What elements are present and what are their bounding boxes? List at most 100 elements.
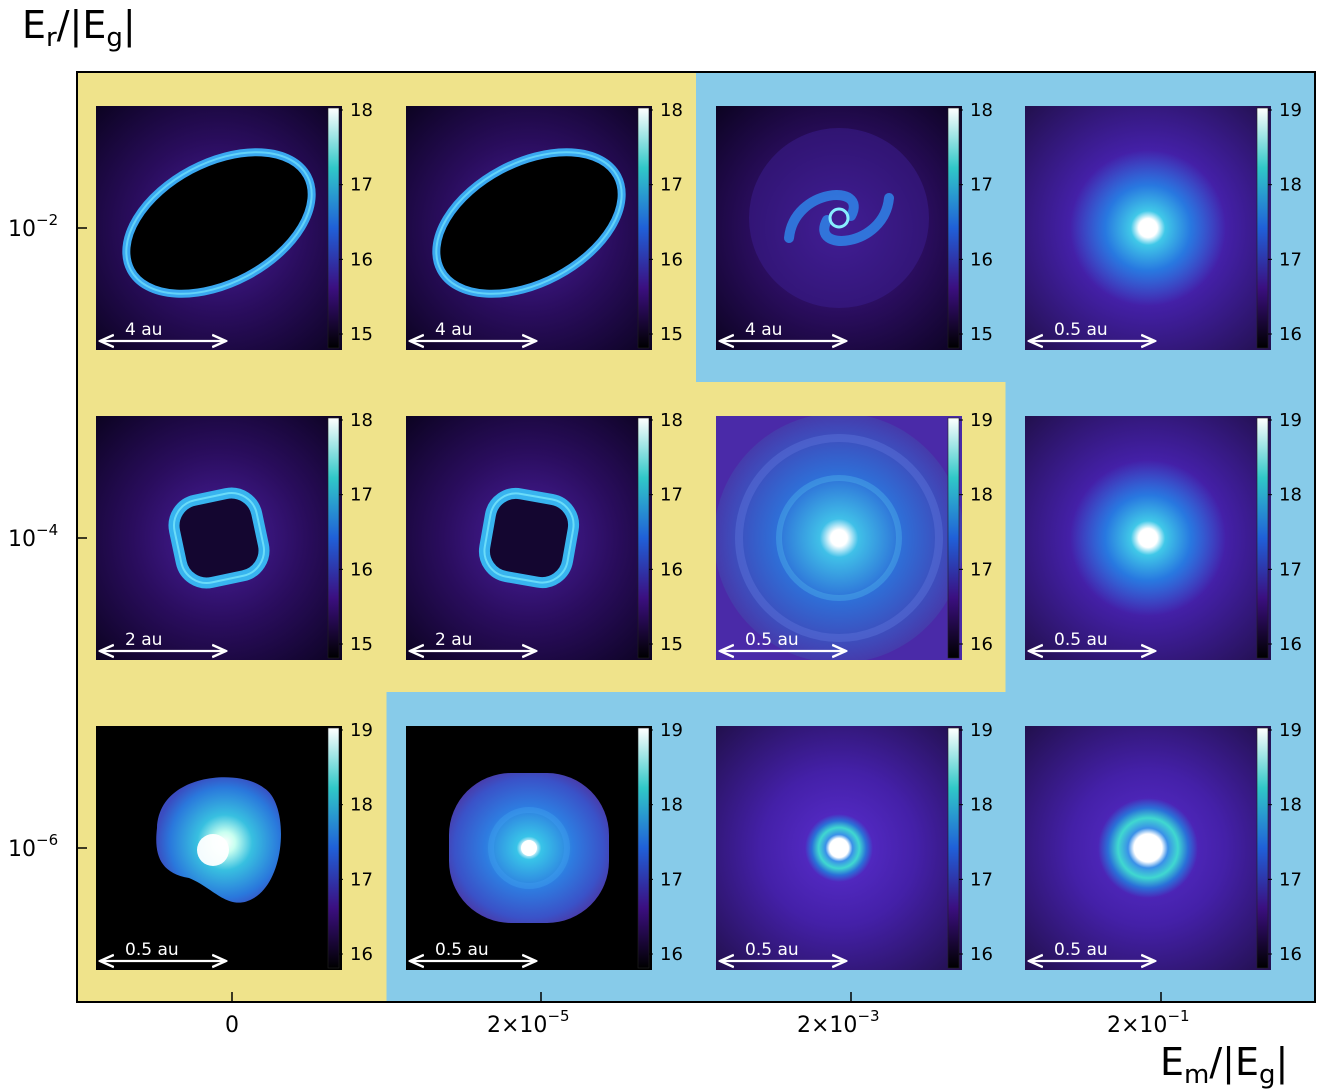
colorbar-tick-label: 17 xyxy=(660,869,683,890)
colorbar: 19 18 17 16 xyxy=(947,720,993,969)
scale-bar: 4 au xyxy=(720,320,846,341)
scale-label: 0.5 au xyxy=(1054,320,1108,340)
colorbar-tick-label: 16 xyxy=(1279,944,1302,965)
density-map xyxy=(406,106,652,350)
colorbar-tick-label: 17 xyxy=(660,485,683,506)
colorbar-tick-label: 17 xyxy=(1279,249,1302,270)
scale-label: 0.5 au xyxy=(1054,940,1108,960)
colorbar-tick-label: 17 xyxy=(970,869,993,890)
y-tick-0: 10−2 xyxy=(8,211,87,242)
x-tick-1: 2×10−5 xyxy=(487,992,570,1038)
colorbar-tick-label: 16 xyxy=(350,249,373,270)
colorbar: 19 18 17 16 xyxy=(1256,100,1302,349)
panel-r1-c0: 2 au 18 17 16 15 xyxy=(96,410,373,660)
panel-r0-c1: 4 au 18 17 16 15 xyxy=(406,100,683,350)
colorbar: 19 18 17 16 xyxy=(947,410,993,659)
density-map xyxy=(96,106,342,350)
colorbar-tick-label: 18 xyxy=(660,410,683,431)
svg-text:2×10−1: 2×10−1 xyxy=(1107,1007,1190,1038)
colorbar-tick-label: 18 xyxy=(1279,795,1302,816)
scale-bar: 0.5 au xyxy=(410,940,536,961)
density-map xyxy=(716,106,962,350)
colorbar-tick-label: 16 xyxy=(970,249,993,270)
colorbar-tick-label: 19 xyxy=(1279,720,1302,741)
colorbar: 19 18 17 16 xyxy=(1256,720,1302,969)
colorbar-tick-label: 15 xyxy=(660,634,683,655)
panel-r2-c3: 0.5 au 19 18 17 16 xyxy=(1025,720,1302,970)
density-map xyxy=(1025,416,1271,660)
colorbar-tick-label: 16 xyxy=(350,944,373,965)
colorbar: 18 17 16 15 xyxy=(637,410,683,659)
colorbar-tick-label: 17 xyxy=(970,175,993,196)
colorbar-tick-label: 17 xyxy=(660,175,683,196)
colorbar-tick-label: 16 xyxy=(1279,634,1302,655)
svg-text:2×10−5: 2×10−5 xyxy=(487,1007,570,1038)
scale-label: 4 au xyxy=(745,320,782,340)
colorbar-tick-label: 17 xyxy=(350,869,373,890)
panel-r0-c2: 4 au 18 17 16 15 xyxy=(716,100,993,350)
colorbar: 18 17 16 15 xyxy=(947,100,993,349)
y-tick-1: 10−4 xyxy=(8,521,87,552)
x-tick-3: 2×10−1 xyxy=(1107,992,1190,1038)
scale-bar: 0.5 au xyxy=(720,630,846,651)
colorbar-tick-label: 18 xyxy=(660,795,683,816)
x-axis-title: Em/|Eg| xyxy=(1160,1040,1288,1089)
scale-label: 0.5 au xyxy=(745,940,799,960)
density-map xyxy=(1025,106,1271,350)
colorbar-tick-label: 16 xyxy=(660,249,683,270)
scale-bar: 0.5 au xyxy=(720,940,846,961)
plot-frame xyxy=(76,71,1316,1003)
scale-label: 0.5 au xyxy=(435,940,489,960)
density-map xyxy=(406,726,652,970)
panel-r2-c0: 0.5 au 19 18 17 16 xyxy=(96,720,373,970)
colorbar-tick-label: 18 xyxy=(1279,485,1302,506)
density-map xyxy=(96,416,342,660)
colorbar-tick-label: 15 xyxy=(350,634,373,655)
colorbar-tick-label: 16 xyxy=(350,559,373,580)
panel-r1-c2: 0.5 au 19 18 17 16 xyxy=(716,410,993,660)
colorbar-tick-label: 15 xyxy=(660,324,683,345)
colorbar-tick-label: 16 xyxy=(970,634,993,655)
colorbar: 18 17 16 15 xyxy=(637,100,683,349)
colorbar-tick-label: 17 xyxy=(1279,869,1302,890)
colorbar-tick-label: 18 xyxy=(350,410,373,431)
density-map xyxy=(1025,726,1271,970)
scale-label: 0.5 au xyxy=(745,630,799,650)
colorbar-tick-label: 19 xyxy=(350,720,373,741)
scale-bar: 4 au xyxy=(100,320,226,341)
colorbar: 18 17 16 15 xyxy=(327,100,373,349)
colorbar-tick-label: 18 xyxy=(350,795,373,816)
svg-text:0: 0 xyxy=(225,1013,239,1038)
colorbar-tick-label: 19 xyxy=(970,410,993,431)
svg-text:2×10−3: 2×10−3 xyxy=(797,1007,880,1038)
scale-label: 0.5 au xyxy=(125,940,179,960)
scale-bar: 0.5 au xyxy=(1029,630,1155,651)
density-map xyxy=(716,726,962,970)
scale-label: 0.5 au xyxy=(1054,630,1108,650)
colorbar-tick-label: 15 xyxy=(970,324,993,345)
scale-bar: 2 au xyxy=(100,630,226,651)
colorbar-tick-label: 18 xyxy=(970,100,993,121)
colorbar: 19 18 17 16 xyxy=(637,720,683,969)
scale-bar: 4 au xyxy=(410,320,536,341)
panel-r0-c3: 0.5 au 19 18 17 16 xyxy=(1025,100,1302,350)
y-axis-title: Er/|Eg| xyxy=(22,3,136,53)
panel-r2-c2: 0.5 au 19 18 17 16 xyxy=(716,720,993,970)
colorbar-tick-label: 19 xyxy=(1279,410,1302,431)
colorbar-tick-label: 16 xyxy=(970,944,993,965)
panel-r1-c1: 2 au 18 17 16 15 xyxy=(406,410,683,660)
scale-label: 4 au xyxy=(435,320,472,340)
colorbar-tick-label: 16 xyxy=(660,944,683,965)
density-map xyxy=(716,416,962,660)
scale-label: 2 au xyxy=(435,630,472,650)
colorbar: 18 17 16 15 xyxy=(327,410,373,659)
x-tick-0: 0 xyxy=(225,992,239,1038)
svg-text:10−2: 10−2 xyxy=(8,211,58,242)
x-tick-2: 2×10−3 xyxy=(797,992,880,1038)
colorbar-tick-label: 18 xyxy=(970,485,993,506)
scale-bar: 2 au xyxy=(410,630,536,651)
y-tick-2: 10−6 xyxy=(8,831,87,862)
panel-grid: 4 au 18 17 16 15 4 au 18 17 16 15 4 au 18 17 16 15 0.5 … xyxy=(96,100,1302,970)
svg-text:10−6: 10−6 xyxy=(8,831,58,862)
